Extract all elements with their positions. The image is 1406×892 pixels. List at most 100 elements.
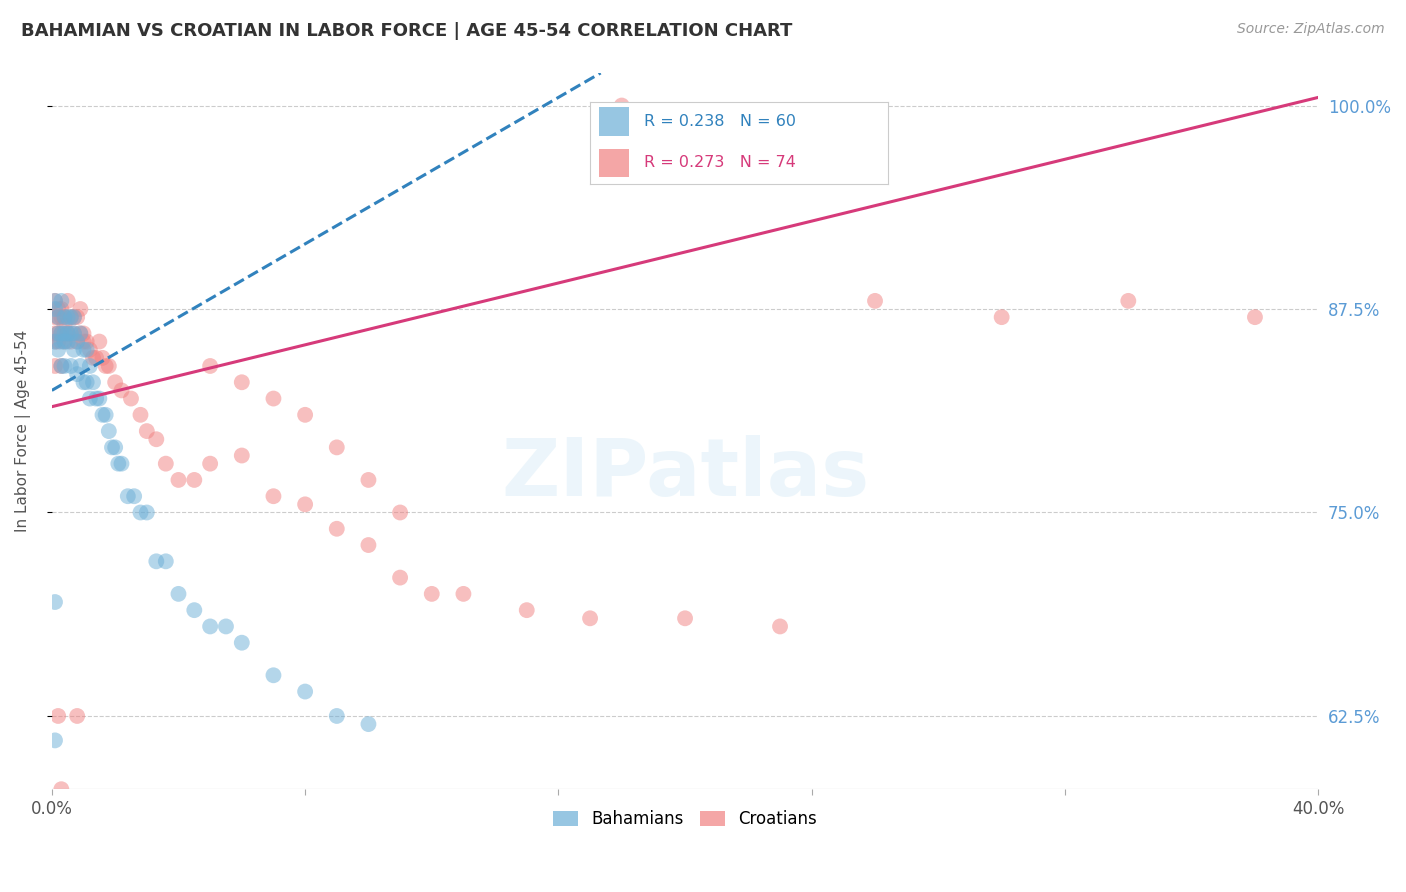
Point [76,376,98,390]
Point [76,343,98,357]
Point [51,359,73,373]
Point [135,506,157,520]
Point [1244,310,1267,325]
Point [51,310,73,325]
Point [183,473,205,487]
Point [72,376,94,390]
Point [59,310,82,325]
Point [72,343,94,357]
Point [46,310,69,325]
Point [82,351,104,365]
Point [46,326,69,341]
Point [420,587,443,601]
Point [79,392,101,406]
Point [110,384,132,398]
Point [63,310,86,325]
Point [104,376,127,390]
Point [120,392,142,406]
Point [46,334,69,349]
Point [84,351,107,365]
Point [262,392,284,406]
Point [215,619,238,633]
Text: ZIPatlas: ZIPatlas [501,435,869,513]
Point [56,334,79,349]
Point [294,684,316,698]
Point [51,782,73,797]
Point [63,310,86,325]
Point [89,334,111,349]
Point [46,326,69,341]
Point [53,334,76,349]
Point [56,310,79,325]
Point [84,392,107,406]
Point [294,497,316,511]
Point [69,326,91,341]
Point [44,326,66,341]
Point [262,668,284,682]
Y-axis label: In Labor Force | Age 45-54: In Labor Force | Age 45-54 [15,330,31,533]
Point [53,334,76,349]
Point [389,506,412,520]
Point [610,98,633,112]
Point [56,326,79,341]
Point [231,449,253,463]
Point [56,326,79,341]
Point [66,709,89,723]
Point [198,619,221,633]
Point [91,408,114,422]
Point [66,334,89,349]
Point [129,408,152,422]
Point [53,326,76,341]
Point [294,408,316,422]
Point [66,310,89,325]
Point [53,318,76,333]
Point [44,310,66,325]
Point [326,441,349,455]
Point [110,457,132,471]
Point [579,611,602,625]
Point [59,326,82,341]
Point [44,301,66,316]
Point [53,359,76,373]
Point [104,441,127,455]
Point [63,326,86,341]
Point [44,293,66,308]
Point [44,293,66,308]
Point [231,636,253,650]
Point [89,392,111,406]
Point [51,301,73,316]
Point [453,587,475,601]
Point [262,489,284,503]
Legend: Bahamians, Croatians: Bahamians, Croatians [546,804,824,835]
Point [51,326,73,341]
Point [51,326,73,341]
Point [198,457,221,471]
Point [46,301,69,316]
Point [76,334,98,349]
Point [46,310,69,325]
Point [44,733,66,747]
Point [326,522,349,536]
Point [117,489,139,503]
Point [51,359,73,373]
Point [357,473,380,487]
Point [94,408,117,422]
Point [46,709,69,723]
Point [94,359,117,373]
Point [155,554,177,568]
Point [44,595,66,609]
Point [69,301,91,316]
Point [145,432,167,446]
Point [56,326,79,341]
Point [56,293,79,308]
Point [145,554,167,568]
Point [357,717,380,731]
Point [101,441,124,455]
Point [167,473,190,487]
Point [167,587,190,601]
Point [44,334,66,349]
Point [389,571,412,585]
Point [63,343,86,357]
Point [59,359,82,373]
Point [51,293,73,308]
